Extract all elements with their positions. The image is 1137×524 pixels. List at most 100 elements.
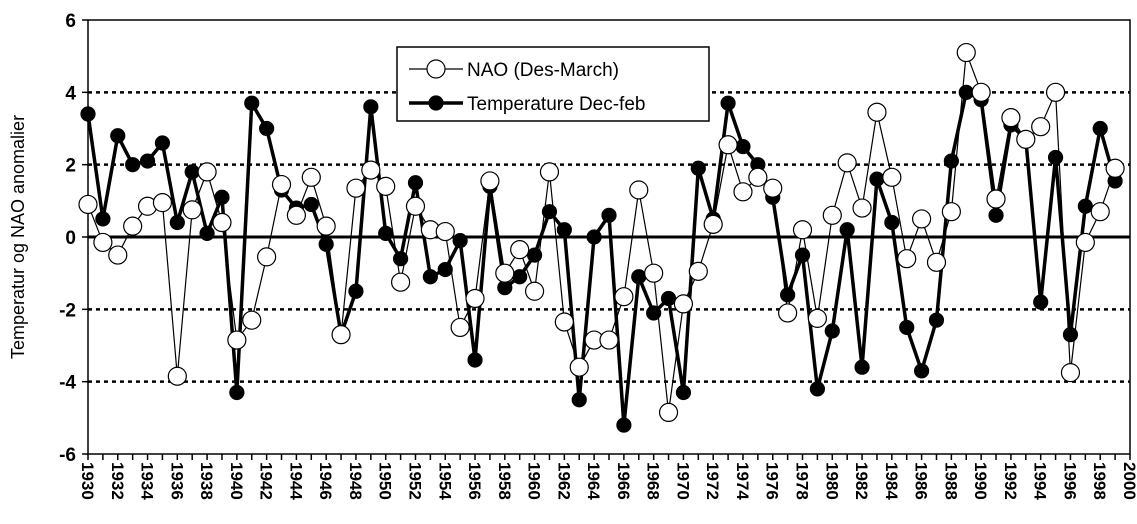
x-tick-label: 1950 [376, 462, 395, 500]
point-temperature [244, 95, 260, 111]
y-tick-label: 6 [65, 11, 76, 32]
x-tick-label: 1974 [733, 462, 752, 500]
point-nao [673, 294, 694, 314]
point-temperature [616, 417, 632, 433]
x-tick-label: 1988 [941, 462, 960, 500]
point-temperature [169, 214, 185, 231]
x-tick-label: 1936 [167, 462, 186, 500]
point-nao [569, 357, 589, 377]
point-nao [718, 135, 738, 155]
point-temperature [735, 138, 751, 155]
x-tick-label: 1942 [257, 462, 276, 500]
point-temperature [318, 236, 334, 252]
point-nao [822, 205, 842, 225]
point-temperature [720, 95, 736, 111]
point-temperature [794, 247, 811, 263]
point-temperature [303, 196, 319, 213]
point-temperature [139, 153, 156, 169]
point-temperature [571, 392, 587, 408]
point-nao [346, 178, 366, 198]
point-nao [93, 232, 113, 253]
point-temperature [1092, 120, 1108, 137]
x-tick-label: 1958 [495, 462, 514, 500]
legend-box [396, 46, 710, 122]
legend: NAO (Des-March) Temperature Dec-feb [396, 46, 710, 122]
point-nao [852, 198, 872, 218]
axis-layer: -6 -4 -2 0 2 4 6 1930 1932 1934 1936 1938 1940 1942 19… [59, 11, 1137, 500]
point-nao [792, 220, 813, 240]
legend-label-temperature: Temperature Dec-feb [467, 94, 645, 115]
point-nao [465, 288, 485, 309]
point-nao [257, 247, 277, 267]
x-tick-label: 1964 [584, 462, 603, 500]
x-tick-label: 1952 [405, 462, 424, 500]
x-tick-label: 1998 [1090, 462, 1109, 500]
point-temperature [125, 157, 141, 173]
point-nao [539, 162, 560, 182]
x-tick-label: 1982 [852, 462, 871, 500]
point-nao [182, 200, 202, 220]
point-nao [807, 308, 828, 328]
legend-marker-temperature [428, 95, 444, 111]
point-temperature [80, 106, 96, 122]
point-nao [405, 196, 426, 216]
point-temperature [824, 323, 840, 339]
point-nao [1016, 129, 1036, 149]
point-nao [941, 202, 961, 222]
point-temperature [184, 164, 200, 180]
point-nao [926, 252, 947, 272]
point-nao [152, 193, 173, 213]
y-tick-label: 0 [65, 228, 76, 249]
point-nao [599, 330, 619, 350]
point-nao [986, 189, 1006, 209]
point-temperature [631, 269, 647, 285]
point-nao [524, 281, 545, 301]
x-tick-label: 1978 [793, 462, 812, 500]
x-tick-label: 1962 [554, 462, 573, 500]
point-temperature [407, 175, 424, 191]
point-temperature [512, 269, 528, 285]
point-temperature [675, 384, 692, 401]
point-temperature [541, 204, 558, 220]
point-nao [733, 182, 753, 202]
point-temperature [1077, 198, 1093, 214]
point-nao [108, 245, 128, 265]
x-tick-label: 1976 [763, 462, 782, 500]
x-tick-label: 2000 [1120, 462, 1137, 500]
x-tick-label: 1972 [703, 462, 722, 500]
point-temperature [467, 352, 483, 368]
point-nao [331, 325, 351, 345]
x-tick-label: 1956 [465, 462, 484, 500]
point-nao [867, 102, 887, 122]
x-tick-label: 1968 [644, 462, 663, 500]
point-nao [376, 176, 396, 196]
point-temperature [259, 120, 275, 137]
point-nao [286, 205, 306, 225]
point-temperature [1047, 149, 1064, 166]
y-tick-label: 4 [65, 83, 76, 104]
y-tick-label: -2 [59, 300, 76, 321]
point-temperature [601, 207, 617, 223]
x-tick-label: 1954 [435, 462, 454, 500]
x-tick-label: 1946 [316, 462, 335, 500]
point-nao [1090, 202, 1110, 222]
point-nao [271, 174, 292, 195]
point-temperature [199, 225, 215, 241]
point-temperature [452, 233, 468, 249]
point-temperature [393, 251, 409, 267]
point-temperature [884, 214, 900, 231]
point-temperature [854, 359, 870, 375]
point-nao [167, 366, 187, 386]
y-tick-label: 2 [65, 156, 76, 177]
x-tick-label: 1944 [286, 462, 305, 500]
point-temperature [809, 381, 826, 397]
x-tick-label: 1938 [197, 462, 216, 500]
point-temperature [348, 283, 364, 299]
point-temperature [988, 207, 1004, 223]
point-nao [882, 167, 902, 187]
point-nao [197, 162, 217, 182]
point-temperature [214, 189, 230, 205]
point-nao [956, 42, 976, 63]
point-nao [391, 272, 411, 292]
x-tick-label: 1984 [882, 462, 901, 500]
